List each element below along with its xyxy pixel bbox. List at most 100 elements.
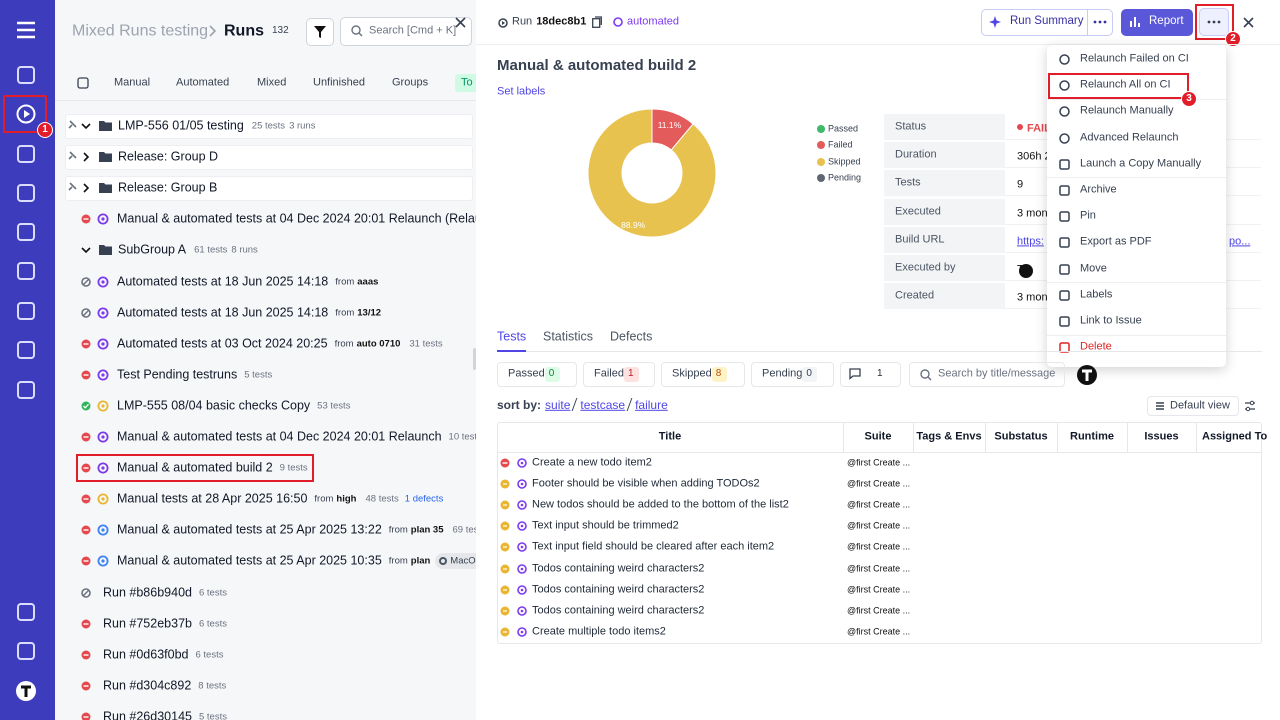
from-label: from <box>334 337 354 349</box>
menu-item[interactable]: Relaunch All on CI <box>1080 78 1171 91</box>
run-defects[interactable]: 1 defects <box>404 493 444 505</box>
menu-item[interactable]: Relaunch Failed on CI <box>1080 52 1189 65</box>
run-title[interactable]: LMP-555 08/04 basic checks Copy <box>117 398 311 413</box>
report-button[interactable] <box>1121 9 1193 36</box>
menu-item[interactable]: Launch a Copy Manually <box>1080 157 1202 170</box>
run-title[interactable]: Manual tests at 28 Apr 2025 16:50 <box>117 491 308 506</box>
menu-item[interactable]: Move <box>1080 262 1107 274</box>
expand-chevron[interactable] <box>81 183 91 193</box>
sidebar-icon[interactable] <box>15 640 37 662</box>
run-title[interactable]: Manual & automated tests at 04 Dec 2024 … <box>117 211 477 226</box>
settings-icon[interactable] <box>1244 400 1256 412</box>
run-title[interactable]: Manual & automated tests at 04 Dec 2024 … <box>117 429 442 444</box>
more-button[interactable] <box>1089 16 1111 28</box>
menu-item[interactable]: Archive <box>1080 183 1117 196</box>
menu-item[interactable]: Delete <box>1080 340 1112 353</box>
info-label: Duration <box>895 148 937 161</box>
sort-option[interactable]: testcase <box>580 397 626 412</box>
from-value: auto 0710 <box>356 337 401 349</box>
tab[interactable]: Tests <box>497 329 527 344</box>
search-box[interactable] <box>340 17 472 46</box>
sidebar-icon[interactable] <box>15 182 37 204</box>
run-summary-button[interactable] <box>981 9 1113 36</box>
test-title[interactable]: Todos containing weird characters2 <box>532 604 705 617</box>
tab[interactable]: Defects <box>610 329 653 344</box>
menu-item[interactable]: Relaunch Manually <box>1080 104 1174 117</box>
run-title[interactable]: Run #b86b940d <box>103 585 192 599</box>
sidebar-icon[interactable] <box>15 19 37 41</box>
menu-item[interactable]: Advanced Relaunch <box>1080 131 1179 143</box>
run-title[interactable]: Automated tests at 03 Oct 2024 20:25 <box>117 336 328 351</box>
test-title[interactable]: Create a new todo item2 <box>532 456 652 469</box>
group-title[interactable]: LMP-556 01/05 testing <box>118 118 244 133</box>
run-title[interactable]: Automated tests at 18 Jun 2025 14:18 <box>117 274 329 288</box>
filter-tab[interactable]: To <box>461 76 473 89</box>
sidebar-icon[interactable] <box>15 64 37 86</box>
filter-chip[interactable] <box>497 362 577 387</box>
run-title[interactable]: Run #26d30145 <box>103 709 192 720</box>
comments-chip[interactable] <box>840 362 901 387</box>
close-button[interactable] <box>454 16 467 29</box>
sidebar-icon[interactable] <box>15 300 37 322</box>
expand-chevron[interactable] <box>81 245 91 255</box>
test-title[interactable]: Create multiple todo items2 <box>532 625 666 638</box>
sidebar-icon[interactable] <box>15 260 37 282</box>
info-label: Executed by <box>895 261 956 274</box>
breadcrumb[interactable]: Mixed Runs testing <box>72 22 209 40</box>
menu-item[interactable]: Link to Issue <box>1080 314 1142 327</box>
menu-item[interactable]: Export as PDF <box>1080 235 1152 248</box>
sidebar-icon[interactable] <box>15 379 37 401</box>
group-title[interactable]: Release: Group B <box>118 180 218 195</box>
sort-option[interactable]: failure <box>635 397 668 412</box>
group-card <box>65 114 473 139</box>
sidebar-icon[interactable] <box>15 143 37 165</box>
filter-tab[interactable]: Unfinished <box>313 76 365 89</box>
run-title[interactable]: Automated tests at 18 Jun 2025 14:18 <box>117 305 329 320</box>
copy-icon[interactable] <box>592 16 602 28</box>
sidebar-icon[interactable] <box>15 221 37 243</box>
filter-chip[interactable] <box>661 362 745 387</box>
sidebar-icon[interactable] <box>15 103 37 125</box>
close-button[interactable] <box>1242 16 1255 29</box>
legend-swatch <box>817 141 825 150</box>
test-title[interactable]: Todos containing weird characters2 <box>532 583 705 595</box>
run-title[interactable]: Manual & automated build 2 <box>117 460 273 475</box>
donut-chart <box>587 108 717 238</box>
set-labels[interactable]: Set labels <box>497 85 546 98</box>
test-title[interactable]: Todos containing weird characters2 <box>532 561 705 574</box>
run-title[interactable]: Test Pending testruns <box>117 367 238 382</box>
info-label: Executed <box>895 205 941 217</box>
test-title[interactable]: Text input should be trimmed2 <box>532 519 679 532</box>
filter-tab[interactable]: Groups <box>392 76 429 89</box>
run-title[interactable]: Run #d304c892 <box>103 678 192 693</box>
sidebar-icon[interactable] <box>15 680 37 702</box>
filter-chip[interactable] <box>583 362 655 387</box>
filter-tab[interactable]: Mixed <box>257 76 287 89</box>
test-title[interactable]: Footer should be visible when adding TOD… <box>532 477 760 490</box>
run-title[interactable]: Manual & automated tests at 25 Apr 2025 … <box>117 553 382 568</box>
run-title[interactable]: Run #752eb37b <box>103 616 192 631</box>
breadcrumb-separator <box>209 25 217 37</box>
filter-chip[interactable] <box>751 362 834 387</box>
sidebar-icon[interactable] <box>15 601 37 623</box>
from-value: high <box>336 493 357 505</box>
filter-tab[interactable]: Automated <box>176 76 230 89</box>
sort-option[interactable]: suite <box>545 397 571 412</box>
highlight-box <box>76 454 314 483</box>
expand-chevron[interactable] <box>81 152 91 162</box>
default-view-button[interactable] <box>1147 396 1239 416</box>
run-title[interactable]: Run #0d63f0bd <box>103 647 189 662</box>
test-title[interactable]: Text input field should be cleared after… <box>532 540 775 553</box>
test-search[interactable] <box>909 362 1065 387</box>
test-title[interactable]: New todos should be added to the bottom … <box>532 498 789 511</box>
run-title[interactable]: Manual & automated tests at 25 Apr 2025 … <box>117 522 382 537</box>
filter-tab[interactable]: Manual <box>114 76 151 89</box>
group-title[interactable]: SubGroup A <box>118 242 187 257</box>
menu-item[interactable]: Pin <box>1080 209 1096 222</box>
group-title[interactable]: Release: Group D <box>118 149 219 164</box>
expand-chevron[interactable] <box>81 121 91 131</box>
tab[interactable]: Statistics <box>543 329 594 344</box>
info-value[interactable]: https: <box>1017 235 1044 248</box>
sidebar-icon[interactable] <box>15 339 37 361</box>
menu-item[interactable]: Labels <box>1080 288 1113 301</box>
